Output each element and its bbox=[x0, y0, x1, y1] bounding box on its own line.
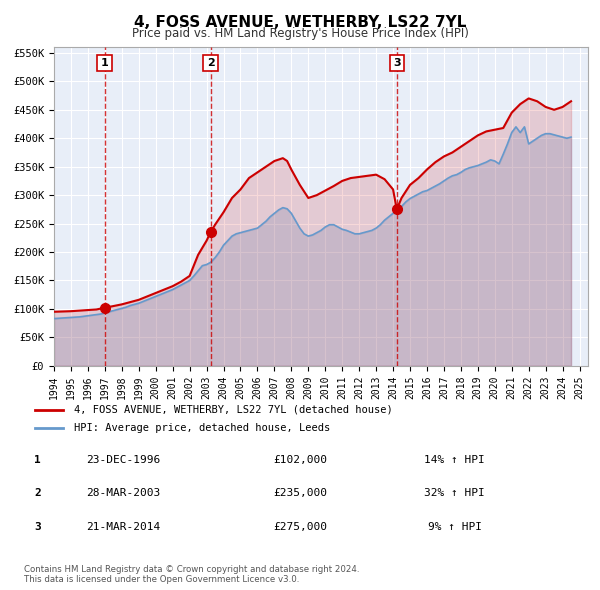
Text: 4, FOSS AVENUE, WETHERBY, LS22 7YL (detached house): 4, FOSS AVENUE, WETHERBY, LS22 7YL (deta… bbox=[74, 405, 392, 415]
Text: 2: 2 bbox=[207, 58, 215, 68]
Text: £275,000: £275,000 bbox=[273, 522, 327, 532]
Text: 1: 1 bbox=[101, 58, 109, 68]
Text: 14% ↑ HPI: 14% ↑ HPI bbox=[424, 455, 485, 465]
Text: 3: 3 bbox=[393, 58, 401, 68]
Text: 3: 3 bbox=[34, 522, 41, 532]
Text: 23-DEC-1996: 23-DEC-1996 bbox=[86, 455, 160, 465]
Text: HPI: Average price, detached house, Leeds: HPI: Average price, detached house, Leed… bbox=[74, 423, 330, 433]
Text: £235,000: £235,000 bbox=[273, 489, 327, 499]
Text: Contains HM Land Registry data © Crown copyright and database right 2024.
This d: Contains HM Land Registry data © Crown c… bbox=[24, 565, 359, 584]
Text: 9% ↑ HPI: 9% ↑ HPI bbox=[428, 522, 482, 532]
Text: 21-MAR-2014: 21-MAR-2014 bbox=[86, 522, 160, 532]
Text: 4, FOSS AVENUE, WETHERBY, LS22 7YL: 4, FOSS AVENUE, WETHERBY, LS22 7YL bbox=[134, 15, 466, 30]
Text: 2: 2 bbox=[34, 489, 41, 499]
Text: 32% ↑ HPI: 32% ↑ HPI bbox=[424, 489, 485, 499]
Text: 28-MAR-2003: 28-MAR-2003 bbox=[86, 489, 160, 499]
Text: £102,000: £102,000 bbox=[273, 455, 327, 465]
Text: Price paid vs. HM Land Registry's House Price Index (HPI): Price paid vs. HM Land Registry's House … bbox=[131, 27, 469, 40]
Text: 1: 1 bbox=[34, 455, 41, 465]
